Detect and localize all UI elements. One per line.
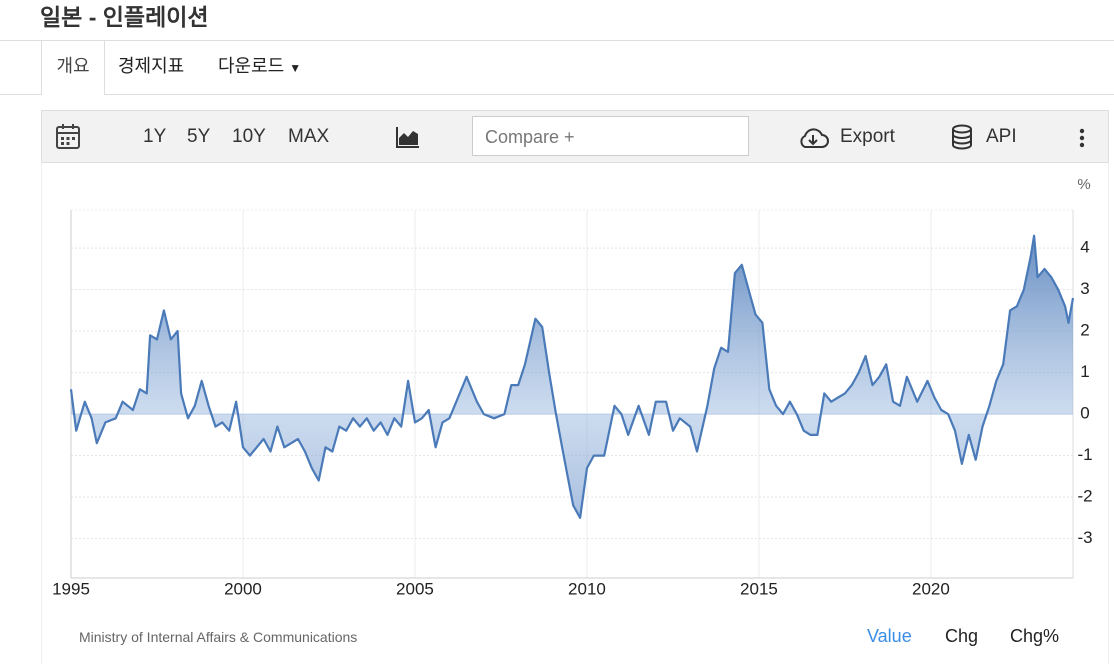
mode-button[interactable]: Chg% [1010,626,1060,646]
mode-button[interactable]: Value [867,626,912,646]
menu-icon[interactable] [1079,128,1085,148]
y-tick-label: 1 [1080,362,1089,381]
y-tick-label: 3 [1080,279,1089,298]
y-tick-label: -1 [1077,445,1092,464]
toolbar: 1Y 5Y 10Y MAX Compare + Export API [41,110,1109,163]
calendar-icon[interactable] [56,124,80,150]
caret: ▼ [289,61,302,75]
line [69,234,1075,519]
y-tick-label: 0 [1080,404,1089,423]
tab[interactable]: 다운로드 ▼ [218,41,301,94]
y-tick-label: 4 [1080,238,1089,257]
y-tick-label: 2 [1080,321,1089,340]
tab[interactable]: 개요 [41,41,105,95]
x-tick-label: 2005 [396,579,434,598]
page-title: 일본 - 인플레이션 [40,4,209,30]
range-button[interactable]: 5Y [187,126,211,147]
api-icon[interactable] [951,124,973,150]
y-tick-label: -3 [1077,528,1092,547]
tab-bar: 개요 경제지표 다운로드 ▼ [0,40,1114,95]
mode-button[interactable]: Chg [945,626,979,646]
export-icon[interactable] [797,127,829,149]
chart-panel [41,162,1109,664]
api-button[interactable]: API [986,126,1017,147]
x-tick-label: 2015 [740,579,778,598]
tab-label: 다운로드 [218,56,285,76]
chart: % -3 -2 -1 0 1 2 3 4 1995 2000 2005 2010 2015 2020 [52,176,1092,599]
y-unit: % [1077,176,1090,193]
x-tick-label: 2020 [912,579,950,598]
y-tick-label: -2 [1077,487,1092,506]
area [71,235,1073,518]
chart-type-icon[interactable] [396,126,420,148]
range-button[interactable]: MAX [288,126,330,147]
x-tick-label: 1995 [52,579,90,598]
x-tick-label: 2010 [568,579,606,598]
x-tick-label: 2000 [224,579,262,598]
compare-input[interactable]: Compare + [472,116,749,156]
tab[interactable]: 경제지표 [118,56,185,76]
source: Ministry of Internal Affairs & Communica… [79,629,358,645]
range-button[interactable]: 1Y [143,126,167,147]
export-button[interactable]: Export [840,126,895,147]
range-button[interactable]: 10Y [232,126,266,147]
